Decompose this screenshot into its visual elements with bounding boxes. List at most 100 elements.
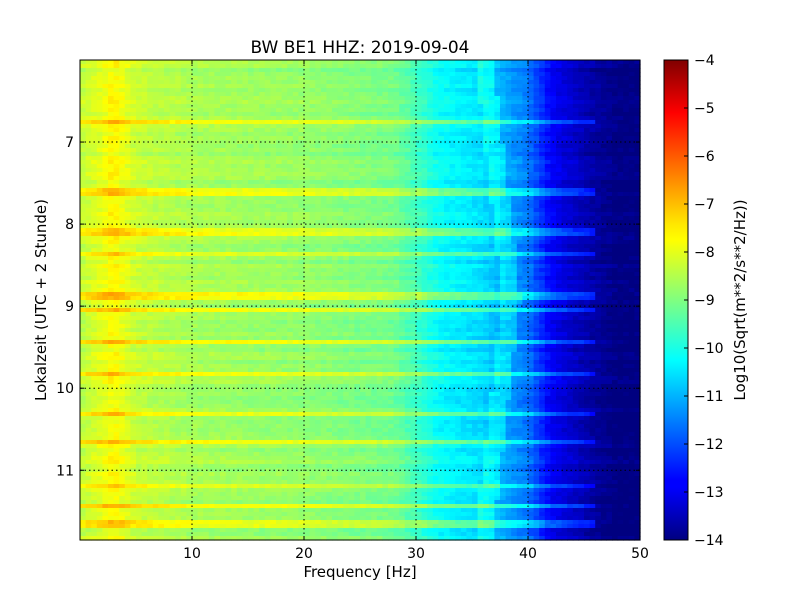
heatmap-cell [410, 76, 417, 81]
heatmap-cell [376, 228, 383, 233]
heatmap-cell [623, 204, 630, 209]
heatmap-cell [612, 80, 619, 85]
heatmap-cell [225, 220, 232, 225]
heatmap-cell [494, 84, 501, 89]
heatmap-cell [152, 156, 159, 161]
heatmap-cell [343, 252, 350, 257]
heatmap-cell [365, 156, 372, 161]
heatmap-cell [152, 68, 159, 73]
heatmap-cell [516, 180, 523, 185]
heatmap-cell [315, 192, 322, 197]
heatmap-cell [623, 88, 630, 93]
heatmap-cell [404, 164, 411, 169]
heatmap-cell [332, 252, 339, 257]
heatmap-cell [147, 76, 154, 81]
heatmap-cell [248, 64, 255, 69]
heatmap-cell [589, 160, 596, 165]
heatmap-cell [500, 164, 507, 169]
heatmap-cell [572, 100, 579, 105]
heatmap-cell [399, 116, 406, 121]
heatmap-cell [595, 88, 602, 93]
heatmap-cell [130, 164, 137, 169]
heatmap-cell [376, 156, 383, 161]
heatmap-cell [371, 160, 378, 165]
heatmap-cell [438, 120, 445, 125]
heatmap-cell [416, 84, 423, 89]
heatmap-cell [164, 88, 171, 93]
heatmap-cell [365, 132, 372, 137]
heatmap-cell [600, 168, 607, 173]
heatmap-cell [382, 132, 389, 137]
heatmap-cell [326, 180, 333, 185]
heatmap-cell [606, 144, 613, 149]
heatmap-cell [298, 244, 305, 249]
heatmap-cell [388, 192, 395, 197]
heatmap-cell [399, 60, 406, 65]
heatmap-cell [264, 152, 271, 157]
heatmap-cell [203, 152, 210, 157]
heatmap-cell [438, 128, 445, 133]
heatmap-cell [119, 92, 126, 97]
heatmap-cell [472, 220, 479, 225]
heatmap-cell [544, 120, 551, 125]
heatmap-cell [102, 92, 109, 97]
heatmap-cell [141, 232, 148, 237]
heatmap-cell [343, 116, 350, 121]
heatmap-cell [141, 76, 148, 81]
heatmap-cell [578, 232, 585, 237]
heatmap-cell [399, 204, 406, 209]
heatmap-cell [556, 148, 563, 153]
heatmap-cell [404, 140, 411, 145]
heatmap-cell [477, 148, 484, 153]
heatmap-cell [192, 192, 199, 197]
heatmap-cell [343, 172, 350, 177]
heatmap-cell [220, 68, 227, 73]
heatmap-cell [236, 212, 243, 217]
heatmap-cell [365, 68, 372, 73]
heatmap-cell [326, 212, 333, 217]
heatmap-cell [623, 240, 630, 245]
heatmap-cell [572, 248, 579, 253]
heatmap-cell [337, 224, 344, 229]
heatmap-cell [399, 152, 406, 157]
heatmap-cell [236, 244, 243, 249]
heatmap-cell [505, 192, 512, 197]
heatmap-cell [287, 148, 294, 153]
heatmap-cell [91, 112, 98, 117]
heatmap-cell [304, 240, 311, 245]
heatmap-cell [259, 132, 266, 137]
heatmap-cell [348, 164, 355, 169]
heatmap-cell [281, 100, 288, 105]
heatmap-cell [332, 244, 339, 249]
heatmap-cell [617, 212, 624, 217]
heatmap-cell [91, 120, 98, 125]
heatmap-cell [477, 200, 484, 205]
heatmap-cell [197, 128, 204, 133]
heatmap-cell [444, 196, 451, 201]
heatmap-cell [164, 180, 171, 185]
heatmap-cell [393, 136, 400, 141]
heatmap-cell [382, 88, 389, 93]
heatmap-cell [113, 80, 120, 85]
heatmap-cell [539, 164, 546, 169]
heatmap-cell [584, 160, 591, 165]
heatmap-cell [158, 212, 165, 217]
heatmap-cell [606, 148, 613, 153]
heatmap-cell [180, 124, 187, 129]
heatmap-cell [416, 236, 423, 241]
heatmap-cell [124, 132, 131, 137]
heatmap-cell [488, 76, 495, 81]
heatmap-cell [192, 168, 199, 173]
heatmap-cell [192, 128, 199, 133]
heatmap-cell [80, 212, 87, 217]
heatmap-cell [343, 72, 350, 77]
heatmap-cell [152, 240, 159, 245]
heatmap-cell [393, 240, 400, 245]
heatmap-cell [192, 204, 199, 209]
heatmap-cell [337, 112, 344, 117]
heatmap-cell [455, 244, 462, 249]
heatmap-cell [348, 120, 355, 125]
heatmap-cell [511, 192, 518, 197]
heatmap-cell [561, 144, 568, 149]
heatmap-cell [483, 256, 490, 261]
